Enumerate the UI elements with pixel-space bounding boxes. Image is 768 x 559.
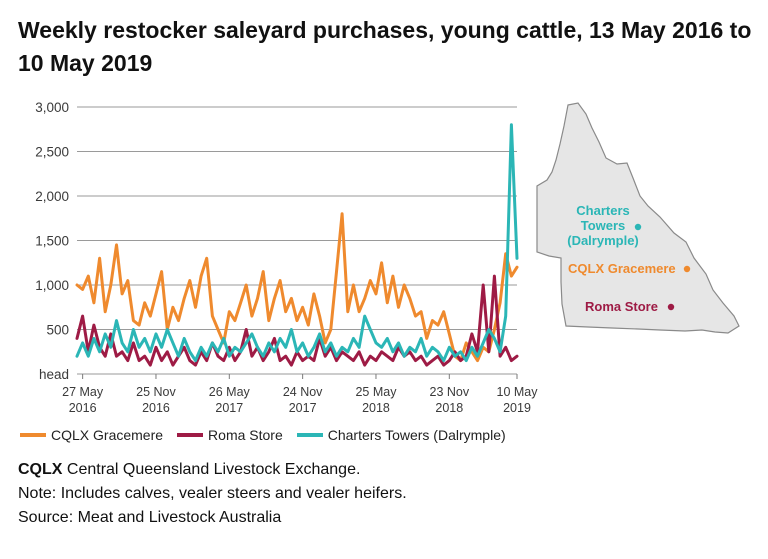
series-line-gracemere — [75, 212, 519, 363]
x-tick-year: 2017 — [289, 401, 317, 415]
y-tick-label: 3,000 — [35, 100, 69, 115]
map-dot-charters-towers — [634, 223, 642, 231]
legend-label-charters: Charters Towers (Dalrymple) — [327, 427, 506, 443]
source-note: Source: Meat and Livestock Australia — [18, 509, 282, 526]
chart-title: Weekly restocker saleyard purchases, you… — [18, 17, 752, 76]
y-unit-label: head — [39, 367, 69, 382]
legend: CQLX Gracemere Roma Store Charters Tower… — [20, 427, 506, 443]
x-tick-year: 2018 — [435, 401, 463, 415]
x-tick-year: 2016 — [69, 401, 97, 415]
legend-label-roma: Roma Store — [208, 427, 283, 443]
x-tick-label: 27 May — [62, 385, 104, 399]
legend-item-charters: Charters Towers (Dalrymple) — [296, 427, 506, 443]
series-line-charters — [75, 123, 519, 363]
footnotes: CQLX Central Queensland Livestock Exchan… — [18, 458, 407, 530]
includes-note: Note: Includes calves, vealer steers and… — [18, 485, 407, 502]
x-tick-label: 26 May — [209, 385, 251, 399]
legend-swatch-charters — [296, 433, 323, 437]
legend-item-roma: Roma Store — [177, 427, 283, 443]
x-tick-label: 10 May — [497, 385, 539, 399]
map-label-roma: Roma Store — [585, 299, 658, 314]
legend-item-gracemere: CQLX Gracemere — [20, 427, 163, 443]
legend-label-gracemere: CQLX Gracemere — [51, 427, 164, 443]
map-label-charters-towers: Charters — [576, 203, 629, 218]
map-label-charters-towers: (Dalrymple) — [567, 233, 639, 248]
abbreviation-note: CQLX Central Queensland Livestock Exchan… — [18, 458, 407, 482]
queensland-outline — [536, 102, 740, 334]
map-dot-gracemere — [683, 265, 691, 273]
queensland-map — [536, 102, 740, 334]
grid-lines — [77, 106, 517, 375]
x-tick-year: 2016 — [142, 401, 170, 415]
x-tick-year: 2018 — [362, 401, 390, 415]
abbreviation-text: Central Queensland Livestock Exchange. — [62, 461, 361, 478]
x-tick-label: 25 Nov — [136, 385, 176, 399]
x-tick-label: 23 Nov — [430, 385, 470, 399]
map-label-gracemere: CQLX Gracemere — [568, 261, 676, 276]
map-dot-roma — [667, 303, 675, 311]
x-tick-year: 2017 — [215, 401, 243, 415]
y-tick-label: 2,000 — [35, 189, 69, 204]
y-axis-ticks: 3,000 2,500 2,000 1,500 1,000 500 head — [35, 100, 69, 382]
series-lines — [75, 123, 519, 367]
map-label-charters-towers: Towers — [581, 218, 626, 233]
x-tick-label: 25 May — [355, 385, 397, 399]
y-tick-label: 1,000 — [35, 278, 69, 293]
y-tick-label: 500 — [46, 323, 69, 338]
y-tick-label: 2,500 — [35, 145, 69, 160]
x-tick-label: 24 Nov — [283, 385, 323, 399]
y-tick-label: 1,500 — [35, 234, 69, 249]
legend-swatch-roma — [177, 433, 204, 437]
legend-swatch-gracemere — [20, 433, 46, 437]
abbreviation: CQLX — [18, 461, 63, 478]
x-axis-ticks: 27 May 2016 25 Nov 2016 26 May 2017 24 Nov 2017… — [62, 374, 538, 415]
x-tick-year: 2019 — [503, 401, 531, 415]
